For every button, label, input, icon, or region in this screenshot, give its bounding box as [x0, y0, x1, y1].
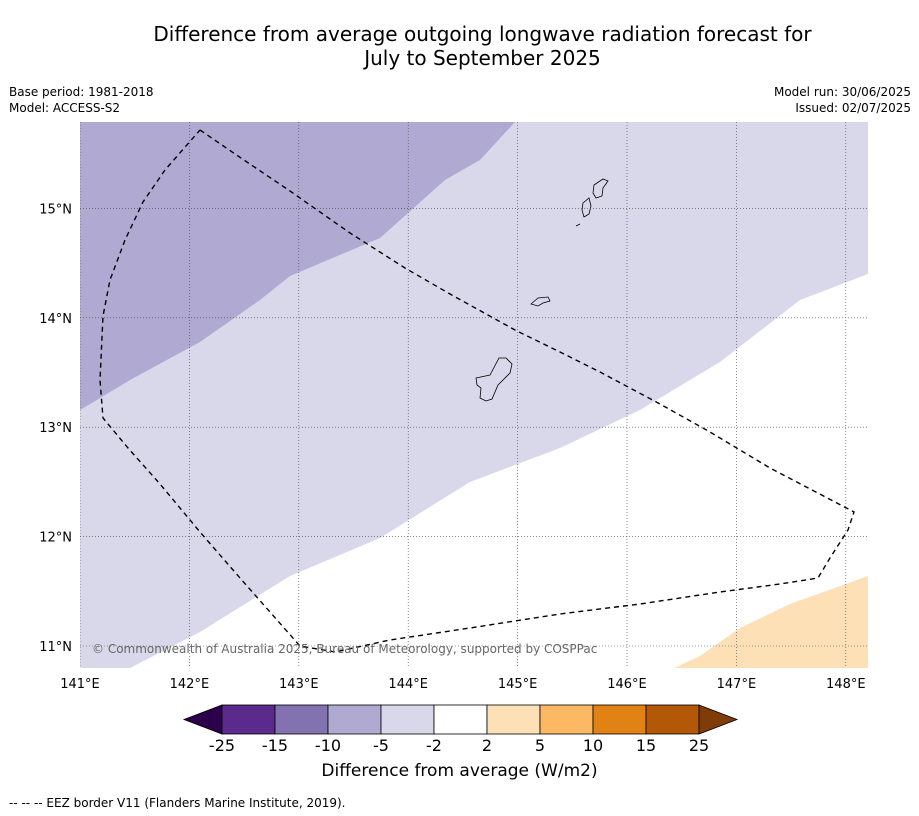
lat-tick-labels: 15°N 14°N 13°N 12°N 11°N	[39, 202, 72, 655]
region-minus10-minus5	[80, 122, 515, 410]
lon-tick-label: 146°E	[607, 677, 647, 692]
chart-title: Difference from average outgoing longwav…	[0, 22, 919, 70]
colorbar-tick-label: 5	[535, 736, 545, 755]
colorbar-tick-label: -5	[373, 736, 389, 755]
lat-tick-label: 15°N	[39, 202, 72, 217]
island-saipan	[592, 178, 609, 199]
colorbar-segment	[327, 704, 382, 735]
colorbar-segment	[486, 704, 541, 735]
island-rota	[530, 296, 551, 307]
island-aguijan	[575, 223, 581, 227]
colorbar-extend-low	[182, 704, 223, 735]
island-tinian	[581, 197, 592, 218]
copyright-text: © Commonwealth of Australia 2025, Bureau…	[92, 642, 597, 656]
colorbar-tick-label: 25	[689, 736, 709, 755]
lat-tick-label: 12°N	[39, 531, 72, 546]
lat-tick-label: 11°N	[39, 640, 72, 655]
colorbar-segment	[592, 704, 647, 735]
lon-tick-label: 143°E	[279, 677, 319, 692]
colorbar-extend-high	[698, 704, 739, 735]
lon-tick-label: 147°E	[717, 677, 757, 692]
colorbar-title: Difference from average (W/m2)	[321, 761, 598, 781]
colorbar	[182, 704, 739, 735]
model-run-text: Model run: 30/06/2025	[773, 85, 911, 99]
lon-tick-label: 144°E	[388, 677, 428, 692]
footnote: -- -- -- EEZ border V11 (Flanders Marine…	[9, 796, 346, 810]
colorbar-tick-label: -15	[262, 736, 288, 755]
colorbar-tick-label: 2	[482, 736, 492, 755]
lon-tick-label: 142°E	[170, 677, 210, 692]
lon-tick-labels: 141°E 142°E 143°E 144°E 145°E 146°E 147°E 148°E	[60, 677, 865, 692]
base-period-text: Base period: 1981-2018	[9, 85, 154, 99]
colorbar-tick-label: -25	[209, 736, 235, 755]
map-area: © Commonwealth of Australia 2025, Bureau…	[80, 122, 868, 668]
lon-tick-label: 148°E	[826, 677, 866, 692]
colorbar-segment	[433, 704, 488, 735]
region-plus2-plus5	[674, 576, 868, 668]
colorbar-tick-label: -2	[426, 736, 442, 755]
gridlines	[80, 122, 868, 668]
colorbar-tick-labels: -25 -15 -10 -5 -2 2 5 10 15 25	[209, 736, 709, 755]
colorbar-segment	[539, 704, 594, 735]
meta-left: Base period: 1981-2018 Model: ACCESS-S2	[9, 84, 154, 116]
lon-tick-label: 145°E	[498, 677, 538, 692]
colorbar-tick-label: -10	[315, 736, 341, 755]
model-text: Model: ACCESS-S2	[9, 101, 121, 115]
lon-tick-label: 141°E	[60, 677, 100, 692]
island-guam	[475, 357, 513, 402]
colorbar-segment	[221, 704, 276, 735]
colorbar-segment	[645, 704, 700, 735]
colorbar-tick-label: 10	[583, 736, 603, 755]
colorbar-tick-label: 15	[636, 736, 656, 755]
meta-right: Model run: 30/06/2025 Issued: 02/07/2025	[774, 84, 911, 116]
title-line-2: July to September 2025	[364, 46, 601, 70]
issued-text: Issued: 02/07/2025	[795, 101, 911, 115]
colorbar-segment	[274, 704, 329, 735]
lat-tick-label: 14°N	[39, 312, 72, 327]
colorbar-segment	[380, 704, 435, 735]
eez-border	[99, 129, 855, 653]
title-line-1: Difference from average outgoing longwav…	[153, 22, 812, 46]
lat-tick-label: 13°N	[39, 421, 72, 436]
